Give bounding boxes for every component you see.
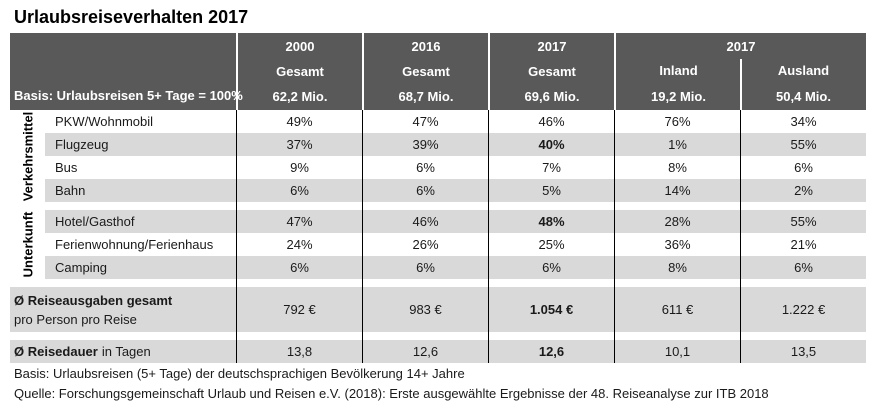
value-cell: 76%: [614, 110, 740, 133]
value-cell: 8%: [614, 256, 740, 279]
volume-label: 69,6 Mio.: [524, 89, 580, 104]
summary-row-duration: Ø Reisedauer in Tagen 13,8 12,6 12,6 10,…: [10, 340, 866, 363]
value-cell: 13,5: [740, 340, 866, 363]
value-cell: 983 €: [362, 287, 488, 332]
table-row-pkw: PKW/Wohnmobil 49% 47% 46% 76% 34%: [10, 110, 866, 133]
value-cell: 6%: [488, 256, 614, 279]
value-cell: 792 €: [236, 287, 362, 332]
value-cell: 6%: [740, 256, 866, 279]
value-cell: 37%: [236, 133, 362, 156]
volume-label: 50,4 Mio.: [776, 89, 831, 104]
value-cell: 25%: [488, 233, 614, 256]
header-col-2016: 2016 Gesamt 68,7 Mio.: [362, 33, 488, 110]
value-cell: 1%: [614, 133, 740, 156]
value-cell: 6%: [362, 256, 488, 279]
group-label-verkehrsmittel: Verkehrsmittel: [20, 111, 36, 201]
value-cell: 6%: [740, 156, 866, 179]
table-row-ferienwohnung: Ferienwohnung/Ferienhaus 24% 26% 25% 36%…: [10, 233, 866, 256]
value-cell: 14%: [614, 179, 740, 202]
footnote-source: Quelle: Forschungsgemeinschaft Urlaub un…: [14, 386, 769, 401]
volume-label: 68,7 Mio.: [398, 89, 454, 104]
value-cell: 10,1: [614, 340, 740, 363]
value-cell: 12,6: [362, 340, 488, 363]
spacer-row: [10, 202, 866, 210]
group-unterkunft: Unterkunft Hotel/Gasthof 47% 46% 48% 28%…: [10, 210, 866, 279]
value-cell: 34%: [740, 110, 866, 133]
value-cell: 611 €: [614, 287, 740, 332]
value-cell: 6%: [362, 179, 488, 202]
page-title: Urlaubsreiseverhalten 2017: [14, 7, 249, 27]
value-cell: 39%: [362, 133, 488, 156]
value-cell: 47%: [362, 110, 488, 133]
header-basis-cell: Basis: Urlaubsreisen 5+ Tage = 100%: [10, 33, 243, 110]
value-cell: 6%: [362, 156, 488, 179]
summary-row-expenses: Ø Reiseausgaben gesamt pro Person pro Re…: [10, 287, 866, 332]
value-cell: 12,6: [488, 340, 614, 363]
value-cell: 6%: [236, 179, 362, 202]
row-label: Hotel/Gasthof: [55, 214, 135, 229]
row-label: PKW/Wohnmobil: [55, 114, 154, 129]
value-cell: 6%: [236, 256, 362, 279]
year-label: 2017: [726, 39, 756, 54]
row-label: Camping: [55, 260, 108, 275]
value-cell: 1.222 €: [740, 287, 866, 332]
value-cell: 49%: [236, 110, 362, 133]
row-label: Ferienwohnung/Ferienhaus: [55, 237, 214, 252]
value-cell: 40%: [488, 133, 614, 156]
value-cell: 13,8: [236, 340, 362, 363]
table-row-hotel: Hotel/Gasthof 47% 46% 48% 28% 55%: [10, 210, 866, 233]
value-cell: 46%: [488, 110, 614, 133]
value-cell: 48%: [488, 210, 614, 233]
segment-label: Gesamt: [402, 64, 450, 79]
value-cell: 26%: [362, 233, 488, 256]
segment-label: Gesamt: [528, 64, 576, 79]
year-label: 2000: [285, 39, 315, 54]
header-subcol-ausland: Ausland 50,4 Mio.: [741, 55, 866, 105]
summary-label: Ø Reisedauer in Tagen: [14, 344, 151, 359]
group-verkehrsmittel: Verkehrsmittel PKW/Wohnmobil 49% 47% 46%…: [10, 110, 866, 202]
spacer-row: [10, 279, 866, 287]
footnote-basis: Basis: Urlaubsreisen (5+ Tage) der deuts…: [14, 366, 465, 381]
row-label: Flugzeug: [55, 137, 109, 152]
header-divider: [740, 59, 742, 110]
table-row-bus: Bus 9% 6% 7% 8% 6%: [10, 156, 866, 179]
header-col-2017-gesamt: 2017 Gesamt 69,6 Mio.: [488, 33, 614, 110]
group-label-unterkunft: Unterkunft: [20, 211, 35, 278]
value-cell: 55%: [740, 133, 866, 156]
value-cell: 47%: [236, 210, 362, 233]
row-label: Bahn: [55, 183, 86, 198]
table-header: Basis: Urlaubsreisen 5+ Tage = 100% 2000…: [10, 33, 866, 110]
row-label: Bus: [55, 160, 78, 175]
segment-label: Ausland: [777, 63, 830, 78]
header-col-2017-split: 2017 Inland 19,2 Mio. Ausland 50,4 Mio.: [614, 33, 866, 110]
value-cell: 28%: [614, 210, 740, 233]
table-row-camping: Camping 6% 6% 6% 8% 6%: [10, 256, 866, 279]
value-cell: 5%: [488, 179, 614, 202]
spacer-row: [10, 332, 866, 340]
value-cell: 46%: [362, 210, 488, 233]
year-label: 2017: [537, 39, 567, 54]
value-cell: 9%: [236, 156, 362, 179]
header-col-2000: 2000 Gesamt 62,2 Mio.: [236, 33, 362, 110]
summary-label: Ø Reiseausgaben gesamt pro Person pro Re…: [14, 292, 173, 327]
value-cell: 55%: [740, 210, 866, 233]
volume-label: 62,2 Mio.: [272, 89, 328, 104]
value-cell: 7%: [488, 156, 614, 179]
basis-label: Basis: Urlaubsreisen 5+ Tage = 100%: [14, 88, 243, 103]
table-row-flugzeug: Flugzeug 37% 39% 40% 1% 55%: [10, 133, 866, 156]
volume-label: 19,2 Mio.: [651, 89, 706, 104]
table-row-bahn: Bahn 6% 6% 5% 14% 2%: [10, 179, 866, 202]
value-cell: 8%: [614, 156, 740, 179]
value-cell: 24%: [236, 233, 362, 256]
segment-label: Inland: [659, 63, 698, 78]
value-cell: 36%: [614, 233, 740, 256]
value-cell: 21%: [740, 233, 866, 256]
value-cell: 1.054 €: [488, 287, 614, 332]
header-subcol-inland: Inland 19,2 Mio.: [616, 55, 741, 105]
segment-label: Gesamt: [276, 64, 324, 79]
stats-table: Basis: Urlaubsreisen 5+ Tage = 100% 2000…: [10, 33, 866, 363]
value-cell: 2%: [740, 179, 866, 202]
year-label: 2016: [411, 39, 441, 54]
